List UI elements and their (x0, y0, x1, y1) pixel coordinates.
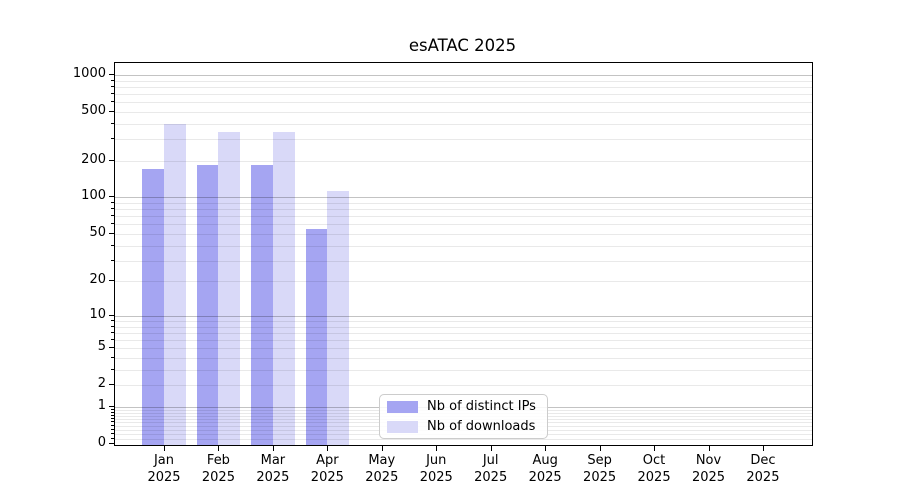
y-minor-tick-mark-30 (111, 259, 114, 261)
x-tick-mark-feb (218, 446, 220, 451)
y-minor-tick-mark-4 (111, 357, 114, 359)
y-tick-mark-1 (109, 405, 114, 407)
y-tick-mark-20 (109, 280, 114, 282)
y-minor-tick-mark-700 (111, 92, 114, 94)
y-tick-mark-2 (109, 384, 114, 386)
x-tick-label-oct: Oct 2025 (637, 453, 671, 485)
bar-downloads-jan (164, 123, 186, 445)
x-tick-mark-may (381, 446, 383, 451)
y-minor-tick-mark-0.6000000000000001 (111, 417, 114, 419)
legend-swatch-downloads (387, 420, 418, 433)
bar-distinct-ips-feb (196, 165, 219, 445)
legend-item-downloads: Nb of downloads (380, 418, 547, 436)
y-tick-label-200: 200 (81, 151, 106, 167)
y-minor-tick-mark-80 (111, 208, 114, 210)
bar-distinct-ips-apr (305, 228, 328, 445)
y-tick-mark-10 (109, 314, 114, 316)
y-tick-label-5: 5 (97, 339, 106, 355)
x-tick-label-aug: Aug 2025 (528, 453, 562, 485)
legend-swatch-distinct-ips (387, 400, 418, 413)
y-minor-tick-mark-3 (111, 368, 114, 370)
y-minor-tick-mark-0.4 (111, 425, 114, 427)
x-tick-mark-mar (272, 446, 274, 451)
x-tick-mark-jul (490, 446, 492, 451)
y-minor-tick-mark-8 (111, 325, 114, 327)
y-minor-tick-mark-70 (111, 215, 114, 217)
x-tick-mark-sep (599, 446, 601, 451)
bar-downloads-feb (218, 131, 241, 445)
y-minor-tick-mark-300 (111, 138, 114, 140)
plot-area: Nb of distinct IPs Nb of downloads (114, 62, 813, 446)
x-tick-label-may: May 2025 (365, 453, 399, 485)
x-tick-mark-nov (708, 446, 710, 451)
y-minor-tick-mark-0.8 (111, 411, 114, 413)
x-tick-label-nov: Nov 2025 (691, 453, 726, 485)
x-tick-mark-dec (762, 446, 764, 451)
x-tick-label-feb: Feb 2025 (201, 453, 235, 485)
y-tick-label-100: 100 (81, 188, 106, 204)
y-tick-mark-0 (109, 443, 114, 444)
y-minor-tick-mark-900 (111, 79, 114, 81)
y-minor-tick-mark-0.5 (111, 421, 114, 423)
x-tick-mark-jun (436, 446, 438, 451)
y-tick-mark-200 (109, 159, 114, 161)
legend-label-downloads: Nb of downloads (427, 419, 536, 434)
y-minor-tick-mark-0.2 (111, 433, 114, 435)
y-tick-mark-50 (109, 232, 114, 234)
y-minor-tick-mark-7 (111, 331, 114, 333)
y-tick-label-500: 500 (81, 102, 106, 118)
chart-title: esATAC 2025 (408, 36, 517, 55)
y-tick-mark-100 (109, 196, 114, 198)
bar-downloads-mar (272, 131, 295, 445)
y-minor-tick-mark-9 (111, 320, 114, 321)
y-tick-label-2: 2 (97, 376, 106, 392)
x-tick-label-apr: Apr 2025 (310, 453, 344, 485)
y-minor-tick-mark-90 (111, 202, 114, 204)
y-minor-tick-mark-0.9 (111, 408, 114, 410)
y-minor-tick-mark-40 (111, 244, 114, 246)
bars-layer (115, 63, 812, 445)
bar-distinct-ips-jan (142, 169, 164, 445)
y-tick-label-1: 1 (97, 397, 106, 413)
y-minor-tick-mark-0.30000000000000004 (111, 428, 114, 430)
y-minor-tick-mark-0.1 (111, 437, 114, 439)
x-tick-label-sep: Sep 2025 (583, 453, 617, 485)
y-tick-mark-5 (109, 347, 114, 349)
y-tick-label-1000: 1000 (72, 65, 106, 81)
y-tick-label-10: 10 (89, 306, 106, 322)
x-tick-label-jun: Jun 2025 (419, 453, 453, 485)
legend-item-distinct-ips: Nb of distinct IPs (380, 398, 547, 416)
bar-downloads-apr (327, 190, 350, 445)
y-tick-label-50: 50 (89, 224, 106, 240)
x-tick-label-jul: Jul 2025 (474, 453, 508, 485)
legend-label-distinct-ips: Nb of distinct IPs (427, 399, 536, 414)
y-tick-label-0: 0 (97, 435, 106, 450)
y-minor-tick-mark-600 (111, 101, 114, 103)
x-tick-label-mar: Mar 2025 (256, 453, 290, 485)
y-minor-tick-mark-800 (111, 85, 114, 87)
y-tick-mark-1000 (109, 73, 114, 75)
x-tick-mark-aug (545, 446, 547, 451)
y-tick-label-20: 20 (89, 272, 106, 288)
y-minor-tick-mark-0.7000000000000001 (111, 414, 114, 416)
x-tick-mark-jan (164, 446, 165, 451)
x-tick-mark-apr (327, 446, 329, 451)
bar-distinct-ips-mar (251, 164, 273, 445)
y-minor-tick-mark-6 (111, 339, 114, 341)
y-minor-tick-mark-60 (111, 223, 114, 225)
x-tick-label-jan: Jan 2025 (147, 453, 181, 485)
x-tick-mark-oct (654, 446, 656, 451)
y-minor-tick-mark-400 (111, 122, 114, 124)
y-tick-mark-500 (109, 110, 114, 112)
legend: Nb of distinct IPs Nb of downloads (379, 394, 548, 439)
x-tick-label-dec: Dec 2025 (746, 453, 780, 485)
